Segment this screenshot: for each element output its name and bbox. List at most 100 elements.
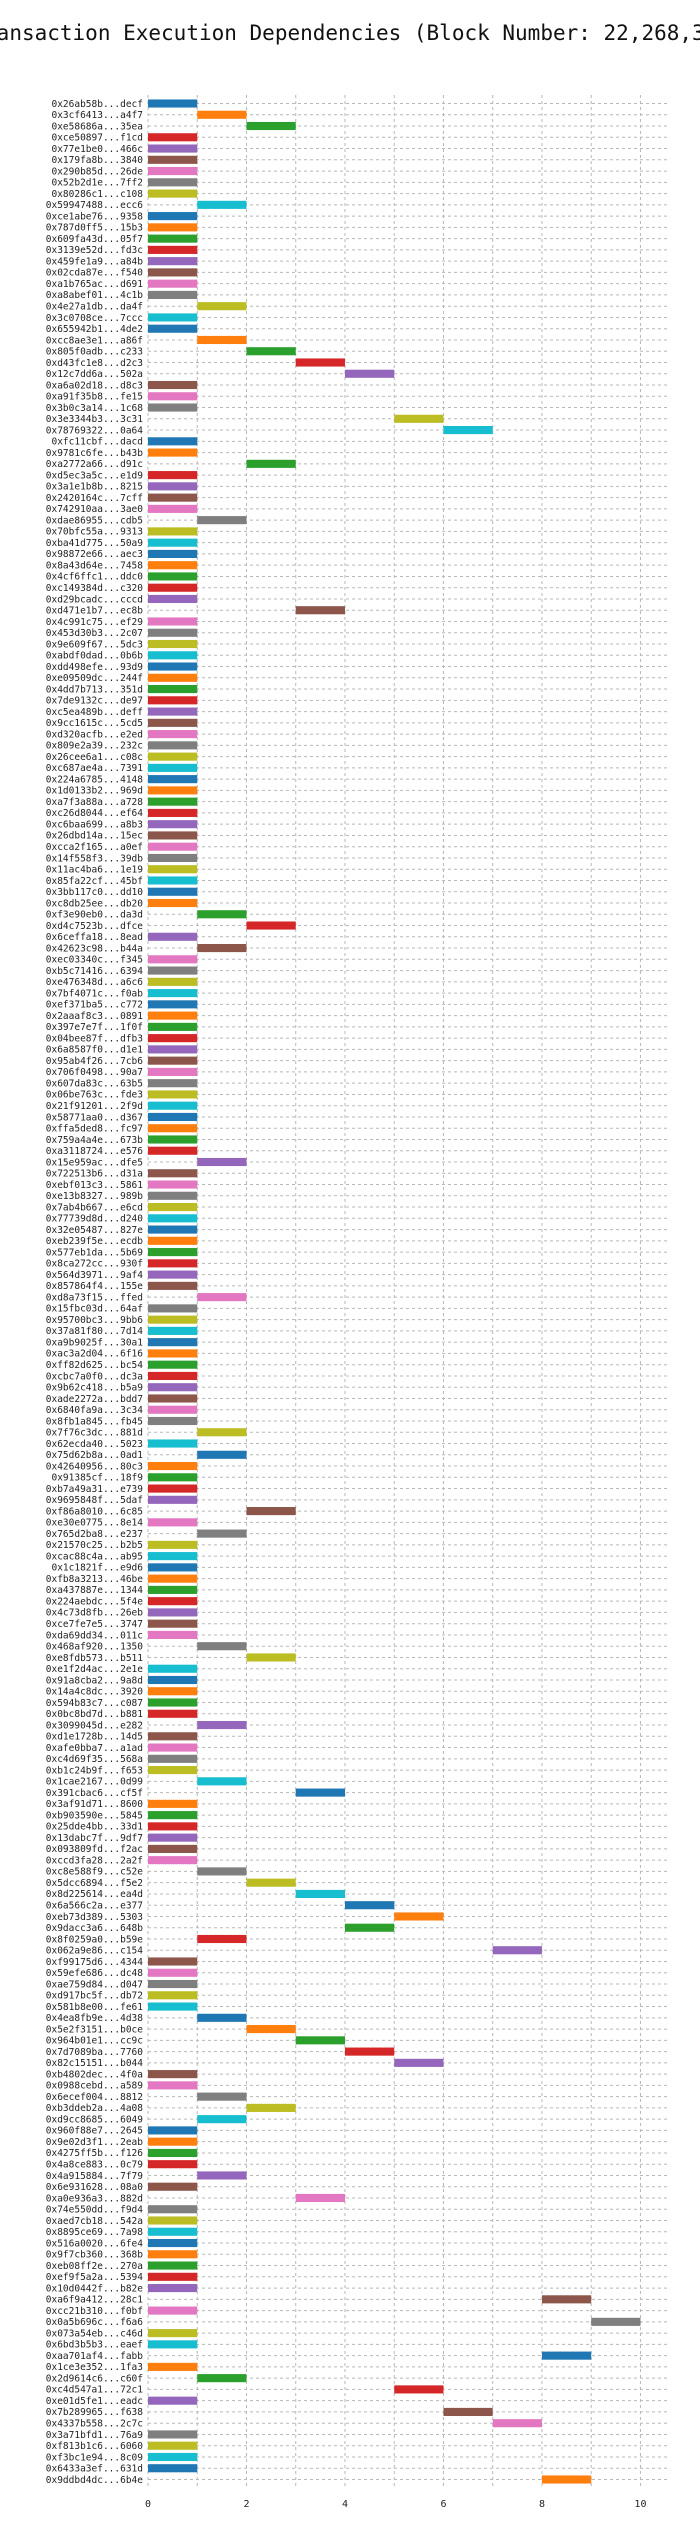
- transaction-bar: [148, 1732, 198, 1741]
- y-tick-label: 0x26cee6a1...c08c: [46, 752, 143, 763]
- y-tick-label: 0x8895ce69...7a98: [46, 2227, 144, 2238]
- y-tick-label: 0xc5ea489b...deff: [46, 707, 143, 718]
- transaction-bar: [148, 2362, 198, 2371]
- y-tick-label: 0xcc8ae3e1...a86f: [46, 335, 143, 346]
- y-tick-label: 0xc8db25ee...db20: [46, 898, 144, 909]
- y-tick-label: 0x765d2ba8...e237: [46, 1529, 143, 1540]
- y-tick-label: 0x6a8587f0...d1e1: [46, 1045, 144, 1056]
- y-tick-label: 0x9695848f...5daf: [46, 1495, 143, 1506]
- transaction-bar: [148, 1056, 198, 1065]
- transaction-bar: [148, 1597, 198, 1606]
- y-tick-label: 0x9dacc3a6...648b: [46, 1923, 144, 1934]
- transaction-bar: [295, 358, 345, 367]
- transaction-bar: [148, 504, 198, 513]
- y-tick-label: 0x857864f4...155e: [46, 1281, 144, 1292]
- y-tick-label: 0x02cda87e...f540: [46, 268, 144, 279]
- y-tick-label: 0x26ab58b...decf: [51, 99, 143, 110]
- y-tick-label: 0xe01d5fe1...eadc: [46, 2396, 143, 2407]
- transaction-bar: [148, 99, 198, 108]
- transaction-bar: [148, 2160, 198, 2169]
- transaction-bar: [591, 2317, 641, 2326]
- transaction-bar: [148, 1552, 198, 1561]
- transaction-bar: [148, 730, 198, 739]
- y-tick-label: 0x3a71bfd1...76a9: [46, 2430, 144, 2441]
- transaction-bar: [148, 763, 198, 772]
- y-tick-label: 0xe09509dc...244f: [46, 673, 143, 684]
- transaction-bar: [148, 279, 198, 288]
- transaction-bar: [148, 1180, 198, 1189]
- transaction-bar: [148, 775, 198, 784]
- transaction-bar: [148, 1349, 198, 1358]
- transaction-bar: [148, 2182, 198, 2191]
- y-tick-label: 0x6433a3ef...631d: [46, 2464, 143, 2475]
- transaction-bar: [394, 2385, 444, 2394]
- transaction-bar: [295, 1889, 345, 1898]
- transaction-bar: [148, 1090, 198, 1099]
- y-tick-label: 0xd8a73f15...ffed: [46, 1292, 143, 1303]
- transaction-bar: [492, 2419, 542, 2428]
- y-tick-label: 0x759a4a4e...673b: [46, 1135, 144, 1146]
- x-tick-label: 2: [243, 2499, 249, 2510]
- y-tick-label: 0x11ac4ba6...1e19: [46, 865, 144, 876]
- y-tick-label: 0xafe0bba7...a1ad: [46, 1743, 143, 1754]
- y-tick-label: 0xa3118724...e576: [46, 1146, 144, 1157]
- y-tick-label: 0x77739d8d...d240: [46, 1214, 144, 1225]
- transaction-bar: [197, 2013, 247, 2022]
- y-tick-label: 0xffa5ded8...fc97: [46, 1124, 143, 1135]
- transaction-bar: [148, 718, 198, 727]
- y-tick-label: 0x91a8cba2...9a8d: [46, 1675, 143, 1686]
- y-tick-label: 0xb903590e...5845: [46, 1810, 143, 1821]
- transaction-bar: [148, 1338, 198, 1347]
- y-tick-label: 0x59947488...ecc6: [46, 200, 144, 211]
- y-tick-label: 0xeb08ff2e...270a: [46, 2261, 143, 2272]
- y-tick-label: 0xe30e0775...8e14: [46, 1518, 144, 1529]
- y-tick-label: 0x4a915884...7f79: [46, 2171, 144, 2182]
- transaction-bar: [148, 1101, 198, 1110]
- y-tick-label: 0x9ddbd4dc...6b4e: [46, 2475, 144, 2486]
- transaction-bar: [246, 2103, 296, 2112]
- transaction-bar: [148, 2205, 198, 2214]
- y-tick-label: 0x706f0498...90a7: [46, 1067, 143, 1078]
- y-tick-label: 0x2aaaf8c3...0891: [46, 1011, 144, 1022]
- y-tick-label: 0x8ca272cc...930f: [46, 1259, 143, 1270]
- transaction-bar: [148, 1045, 198, 1054]
- transaction-bar: [197, 2171, 247, 2180]
- y-tick-label: 0x093809fd...f2ac: [46, 1844, 143, 1855]
- transaction-bar: [148, 1574, 198, 1583]
- transaction-bar: [148, 1698, 198, 1707]
- y-tick-label: 0xe476348d...a6c6: [46, 977, 144, 988]
- transaction-bar: [394, 1912, 444, 1921]
- x-tick-label: 6: [440, 2499, 446, 2510]
- y-tick-label: 0x607da83c...63b5: [46, 1078, 143, 1089]
- transaction-bar: [197, 1720, 247, 1730]
- y-tick-label: 0xff82d625...bc54: [46, 1360, 144, 1371]
- y-tick-label: 0x74e550dd...f9d4: [46, 2205, 144, 2216]
- transaction-bar: [148, 1811, 198, 1820]
- y-tick-label: 0xcbc7a0f0...dc3a: [46, 1371, 143, 1382]
- y-tick-label: 0x62ecda40...5023: [46, 1439, 143, 1450]
- transaction-bar: [148, 696, 198, 705]
- transaction-bar: [197, 1529, 247, 1538]
- y-tick-label: 0x742910aa...3ae0: [46, 504, 144, 515]
- y-tick-label: 0x77e1be0...466c: [51, 144, 143, 155]
- transaction-bar: [148, 1856, 198, 1865]
- y-tick-label: 0x8d225614...ea4d: [46, 1889, 143, 1900]
- y-tick-label: 0x609fa43d...05f7: [46, 234, 143, 245]
- y-tick-label: 0x397e7e7f...1f0f: [46, 1022, 143, 1033]
- transaction-bar: [148, 1630, 198, 1640]
- y-tick-label: 0x4c73d8fb...26eb: [46, 1608, 144, 1619]
- transaction-bar: [148, 178, 198, 187]
- transaction-bar: [148, 167, 198, 176]
- y-tick-label: 0x80286c1...c108: [51, 189, 143, 200]
- y-tick-label: 0x15e959ac...dfe5: [46, 1157, 143, 1168]
- transaction-bar: [148, 1034, 198, 1043]
- y-tick-label: 0xfc11cbf...dacd: [51, 437, 143, 448]
- transaction-bar: [148, 538, 198, 547]
- y-tick-label: 0xeb73d389...5303: [46, 1912, 143, 1923]
- transaction-bar: [344, 1901, 395, 1910]
- y-tick-label: 0x8a43d64e...7458: [46, 560, 144, 571]
- transaction-bar: [148, 2216, 198, 2225]
- y-tick-label: 0x073a54eb...c46d: [46, 2328, 143, 2339]
- transaction-bar: [246, 347, 296, 356]
- transaction-bar: [148, 1585, 198, 1594]
